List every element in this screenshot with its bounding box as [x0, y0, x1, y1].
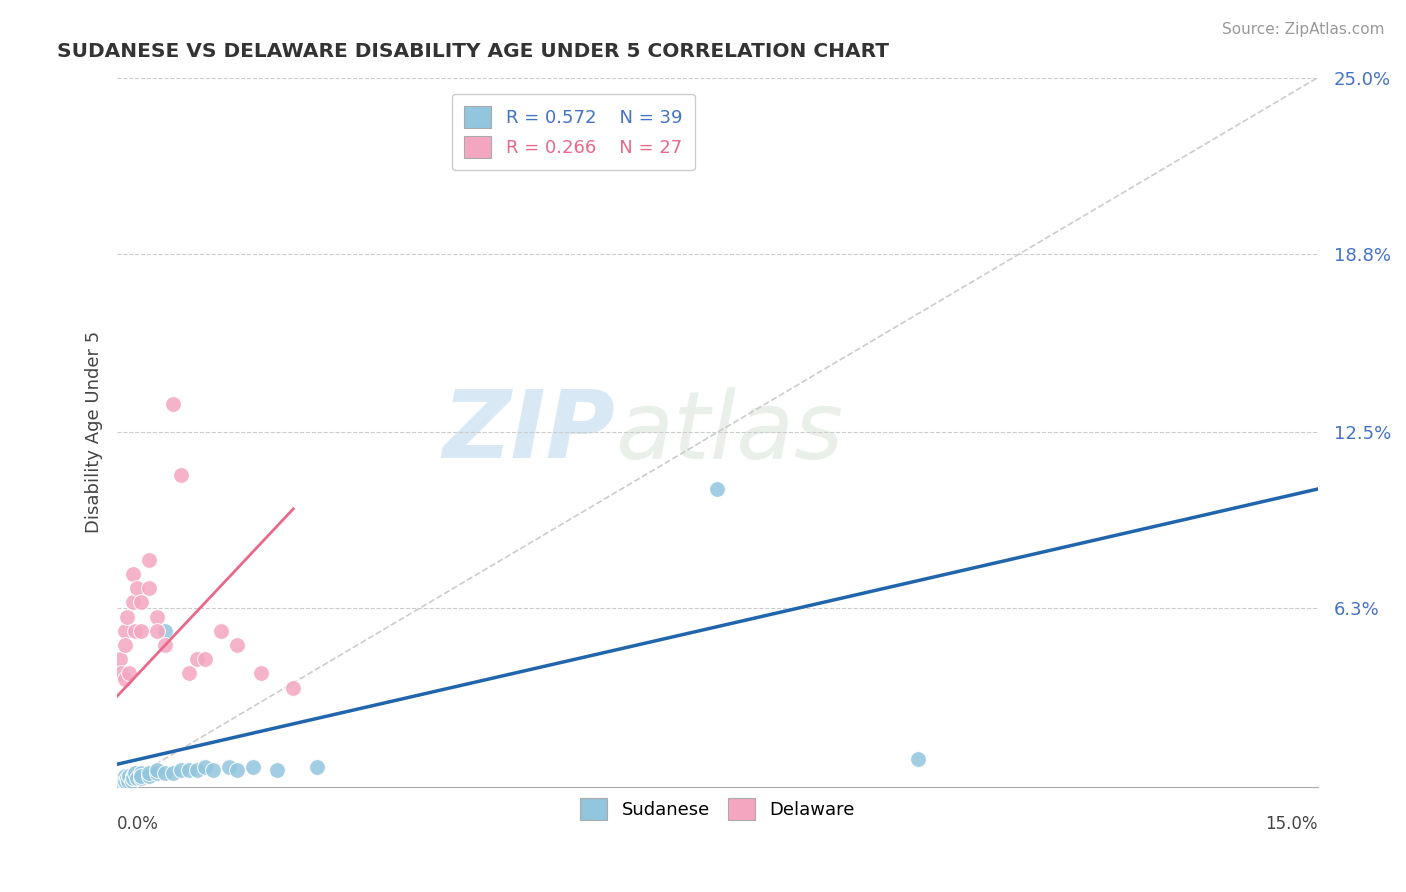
Point — [110, 666, 132, 681]
Y-axis label: Disability Age Under 5: Disability Age Under 5 — [86, 331, 103, 533]
Point — [138, 582, 160, 596]
Text: atlas: atlas — [616, 387, 844, 478]
Point — [186, 652, 208, 666]
Point — [121, 774, 143, 789]
Point — [242, 760, 264, 774]
Point — [226, 763, 249, 777]
Point — [122, 772, 145, 786]
Point — [111, 772, 134, 786]
Point — [250, 666, 273, 681]
Point — [129, 768, 152, 782]
Point — [108, 652, 131, 666]
Point — [108, 774, 131, 789]
Point — [202, 763, 225, 777]
Point — [114, 672, 136, 686]
Legend: Sudanese, Delaware: Sudanese, Delaware — [572, 791, 862, 828]
Point — [127, 582, 149, 596]
Point — [129, 772, 152, 786]
Point — [112, 774, 135, 789]
Point — [226, 638, 249, 652]
Point — [218, 760, 240, 774]
Point — [129, 768, 152, 782]
Point — [124, 765, 146, 780]
Point — [155, 624, 177, 638]
Point — [146, 765, 169, 780]
Point — [155, 638, 177, 652]
Point — [118, 666, 141, 681]
Point — [155, 765, 177, 780]
Point — [307, 760, 329, 774]
Point — [138, 768, 160, 782]
Point — [162, 397, 184, 411]
Point — [110, 777, 132, 791]
Point — [114, 624, 136, 638]
Point — [114, 772, 136, 786]
Point — [129, 595, 152, 609]
Point — [170, 467, 193, 482]
Text: Source: ZipAtlas.com: Source: ZipAtlas.com — [1222, 22, 1385, 37]
Point — [162, 765, 184, 780]
Point — [117, 774, 139, 789]
Point — [209, 624, 232, 638]
Text: SUDANESE VS DELAWARE DISABILITY AGE UNDER 5 CORRELATION CHART: SUDANESE VS DELAWARE DISABILITY AGE UNDE… — [58, 42, 889, 61]
Point — [194, 652, 217, 666]
Point — [114, 638, 136, 652]
Point — [129, 624, 152, 638]
Point — [170, 763, 193, 777]
Point — [186, 763, 208, 777]
Point — [122, 567, 145, 582]
Point — [118, 768, 141, 782]
Point — [283, 681, 305, 695]
Point — [124, 624, 146, 638]
Text: 0.0%: 0.0% — [117, 815, 159, 833]
Point — [138, 553, 160, 567]
Point — [194, 760, 217, 774]
Point — [179, 666, 201, 681]
Point — [266, 763, 288, 777]
Point — [138, 765, 160, 780]
Point — [146, 609, 169, 624]
Point — [115, 609, 138, 624]
Point — [146, 763, 169, 777]
Text: 15.0%: 15.0% — [1265, 815, 1317, 833]
Point — [127, 772, 149, 786]
Point — [907, 751, 929, 765]
Text: ZIP: ZIP — [443, 386, 616, 478]
Point — [115, 772, 138, 786]
Point — [122, 772, 145, 786]
Point — [706, 482, 728, 496]
Point — [114, 774, 136, 789]
Point — [122, 768, 145, 782]
Point — [129, 765, 152, 780]
Point — [114, 768, 136, 782]
Point — [179, 763, 201, 777]
Point — [122, 595, 145, 609]
Point — [146, 624, 169, 638]
